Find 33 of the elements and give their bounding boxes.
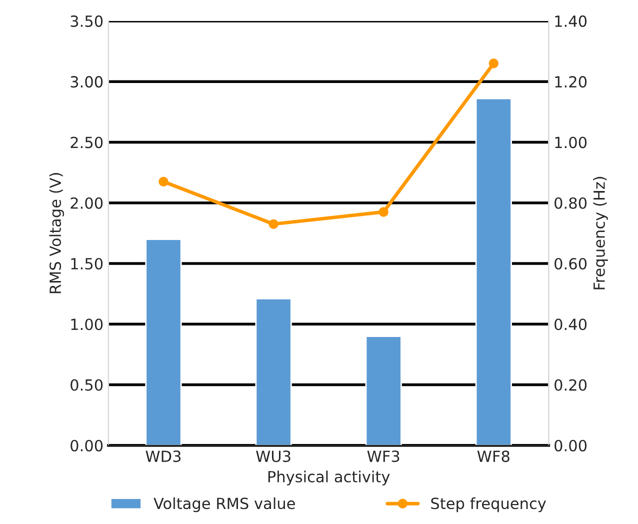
y-tick-label: 2.00 bbox=[70, 197, 103, 209]
x-tick-label: WD3 bbox=[146, 450, 181, 462]
bar bbox=[365, 336, 402, 446]
y2-tick-label: 0.40 bbox=[554, 318, 587, 330]
x-tick-label: WF8 bbox=[477, 450, 510, 462]
y2-tick-label: 1.00 bbox=[555, 136, 587, 148]
point bbox=[268, 219, 278, 229]
point bbox=[378, 207, 388, 217]
bar bbox=[255, 298, 292, 446]
y-tick-label: 2.50 bbox=[70, 136, 103, 148]
y-tick-label: 0.50 bbox=[70, 379, 103, 391]
legend-label: Step frequency bbox=[431, 497, 546, 512]
y-tick-label: 3.00 bbox=[70, 76, 103, 88]
y-axis-title: RMS Voltage (V) bbox=[49, 173, 64, 294]
y2-tick-label: 0.00 bbox=[554, 440, 587, 452]
y2-tick-label: 0.60 bbox=[554, 258, 587, 270]
y2-axis-title: Frequency (Hz) bbox=[593, 176, 608, 290]
point bbox=[488, 58, 499, 68]
x-tick-label: WU3 bbox=[256, 450, 290, 462]
y-tick-label: 0.00 bbox=[70, 440, 103, 452]
y-tick-label: 3.50 bbox=[70, 15, 103, 27]
y2-tick-label: 0.80 bbox=[554, 197, 587, 209]
y2-tick-label: 1.40 bbox=[555, 15, 587, 27]
y-tick-label: 1.00 bbox=[71, 318, 103, 330]
bar bbox=[475, 98, 512, 446]
x-axis-title: Physical activity bbox=[268, 470, 390, 486]
y2-tick-label: 1.20 bbox=[555, 76, 587, 88]
y2-tick-label: 0.20 bbox=[554, 379, 587, 391]
bar bbox=[145, 238, 182, 446]
legend-label: Voltage RMS value bbox=[154, 497, 295, 512]
y-tick-label: 1.50 bbox=[71, 258, 103, 270]
x-tick-label: WF3 bbox=[367, 450, 400, 462]
point bbox=[158, 176, 168, 186]
